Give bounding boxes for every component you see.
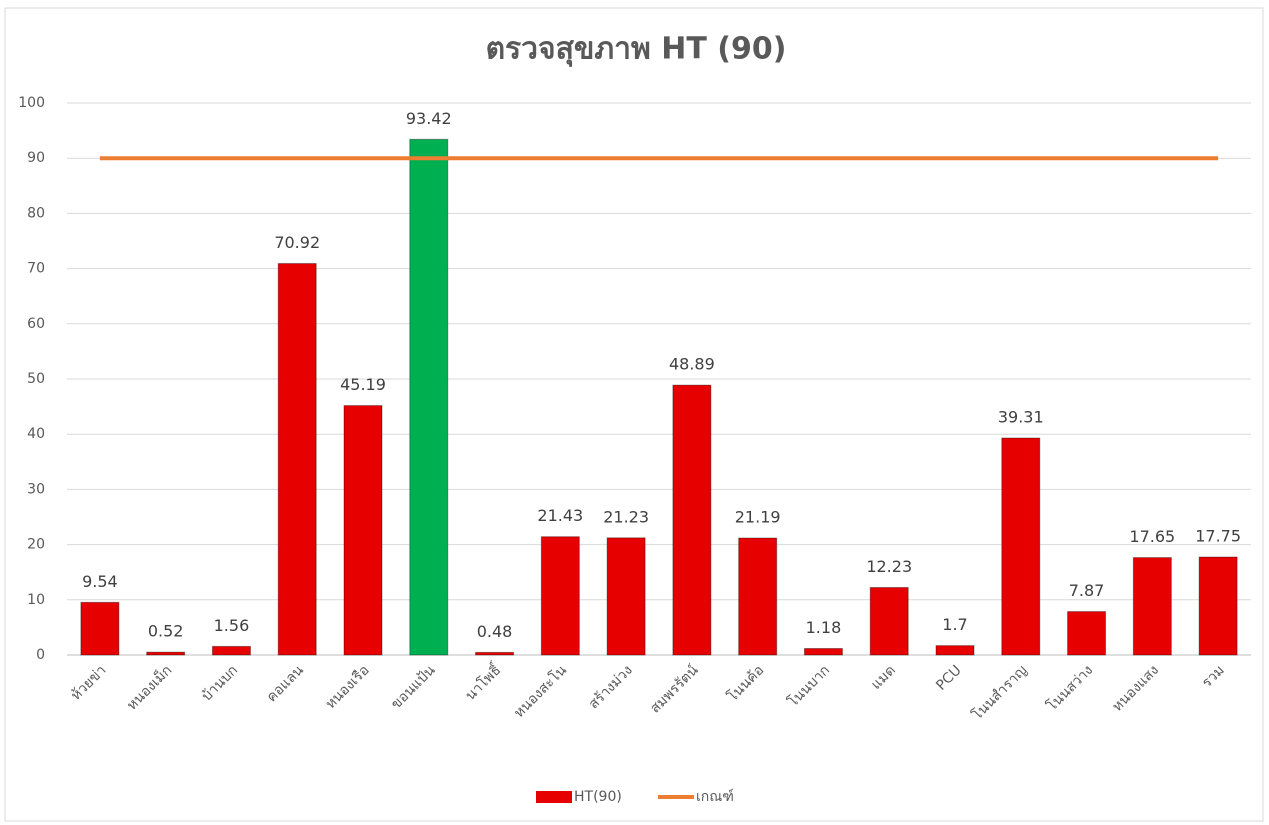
legend-label: HT(90) xyxy=(574,789,622,805)
bar xyxy=(738,537,778,656)
data-label: 0.48 xyxy=(477,622,513,641)
data-label: 48.89 xyxy=(669,355,715,374)
data-label: 93.42 xyxy=(406,109,452,128)
y-tick-label: 40 xyxy=(27,426,45,442)
data-label: 9.54 xyxy=(82,572,118,591)
bar xyxy=(475,651,515,656)
bar xyxy=(672,384,712,656)
y-tick-label: 80 xyxy=(27,205,45,221)
y-tick-label: 30 xyxy=(27,481,45,497)
bar xyxy=(540,536,580,656)
y-tick-label: 100 xyxy=(18,95,45,111)
y-tick-label: 10 xyxy=(27,592,45,608)
bar xyxy=(211,645,251,656)
y-tick-label: 0 xyxy=(36,647,45,663)
data-label: 17.65 xyxy=(1129,527,1175,546)
bar xyxy=(803,647,843,656)
data-label: 17.75 xyxy=(1195,527,1241,546)
data-label: 39.31 xyxy=(998,408,1044,427)
bar xyxy=(277,263,317,656)
data-label: 21.23 xyxy=(603,507,649,526)
bar xyxy=(343,405,383,656)
bar xyxy=(1198,556,1238,656)
data-label: 21.43 xyxy=(537,506,583,525)
bar xyxy=(1067,611,1107,656)
data-label: 7.87 xyxy=(1069,581,1105,600)
legend-swatch xyxy=(536,791,572,803)
bar xyxy=(606,537,646,656)
y-tick-label: 20 xyxy=(27,537,45,553)
bar xyxy=(1001,437,1041,656)
data-label: 70.92 xyxy=(274,233,320,252)
bar xyxy=(935,645,975,656)
data-label: 0.52 xyxy=(148,622,184,641)
chart-frame xyxy=(4,7,1264,822)
y-tick-label: 50 xyxy=(27,371,45,387)
chart-title: ตรวจสุขภาพ HT (90) xyxy=(486,32,787,68)
data-label: 21.19 xyxy=(735,508,781,527)
y-tick-label: 60 xyxy=(27,316,45,332)
legend-label: เกณฑ์ xyxy=(696,788,734,805)
bar xyxy=(146,651,186,656)
data-label: 12.23 xyxy=(866,557,912,576)
bar xyxy=(1132,557,1172,656)
bar xyxy=(80,601,120,656)
data-label: 1.18 xyxy=(806,618,842,637)
data-label: 1.7 xyxy=(942,615,967,634)
bar xyxy=(869,586,909,656)
y-tick-label: 70 xyxy=(27,261,45,277)
y-tick-label: 90 xyxy=(27,150,45,166)
bar xyxy=(409,138,449,656)
data-label: 45.19 xyxy=(340,375,386,394)
data-label: 1.56 xyxy=(214,616,250,635)
